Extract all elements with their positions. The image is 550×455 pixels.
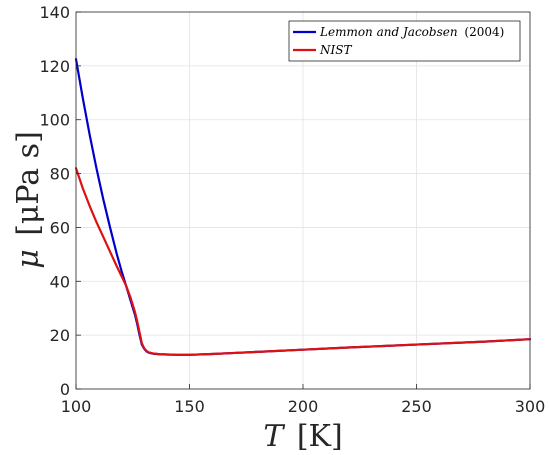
y-ticks: 0 20 40 60 80 100 120 140 — [39, 3, 81, 399]
y-axis-symbol: μ — [11, 249, 46, 269]
x-tick-label: 150 — [174, 397, 205, 416]
y-tick-label: 100 — [39, 111, 70, 130]
y-tick-label: 120 — [39, 57, 70, 76]
y-tick-label: 140 — [39, 3, 70, 22]
y-tick-label: 20 — [50, 326, 70, 345]
y-axis-unit: [μPa s] — [11, 131, 46, 236]
legend-box — [288, 20, 521, 62]
legend: Lemmon and Jacobsen (2004) NIST — [288, 20, 521, 62]
y-axis-title: μ [μPa s] — [11, 131, 46, 269]
series-line-1 — [74, 167, 532, 356]
legend-name-lemmon: Lemmon and Jacobsen — [319, 25, 458, 39]
x-axis-unit: [K] — [297, 419, 343, 454]
x-tick-label: 200 — [288, 397, 319, 416]
x-axis-symbol: T — [263, 419, 285, 454]
series-layer — [74, 58, 532, 356]
legend-year-lemmon: (2004) — [464, 25, 504, 39]
x-ticks: 100 150 200 250 300 — [61, 384, 546, 416]
x-tick-label: 250 — [401, 397, 432, 416]
y-tick-label: 40 — [50, 272, 70, 291]
x-axis-title: T [K] — [263, 419, 342, 454]
y-tick-label: 80 — [50, 165, 70, 184]
legend-label-lemmon: Lemmon and Jacobsen (2004) — [319, 25, 504, 39]
x-tick-label: 300 — [515, 397, 546, 416]
y-tick-label: 0 — [60, 380, 70, 399]
y-tick-label: 60 — [50, 218, 70, 237]
x-tick-label: 100 — [61, 397, 92, 416]
grid — [75, 11, 531, 390]
legend-label-nist: NIST — [319, 43, 352, 57]
